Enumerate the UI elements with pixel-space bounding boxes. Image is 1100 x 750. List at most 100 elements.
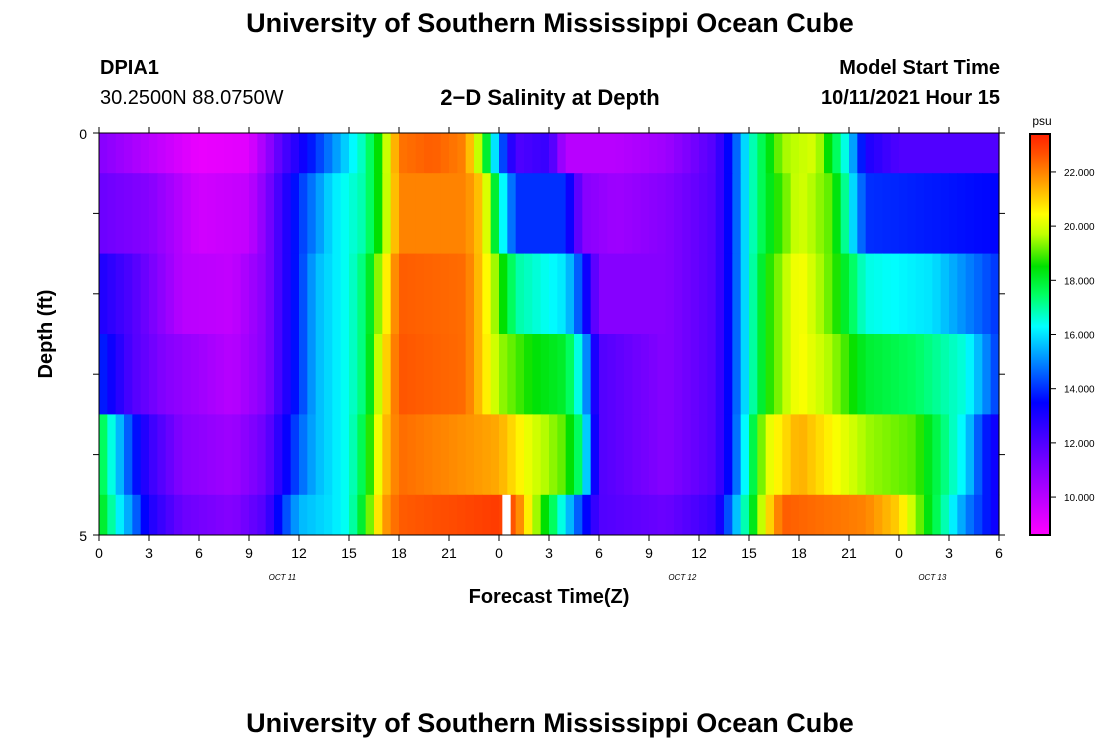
heat-cell <box>724 173 733 254</box>
heat-cell <box>132 334 142 415</box>
heat-cell <box>107 173 117 254</box>
heat-cell <box>440 173 450 254</box>
heat-cell <box>615 253 625 335</box>
heat-cell <box>832 133 842 174</box>
heat-cell <box>224 253 233 335</box>
heat-cell <box>599 494 608 536</box>
colorbar-tick-label: 14.000 <box>1064 385 1095 396</box>
heat-cell <box>799 334 808 415</box>
heat-cell <box>240 414 250 496</box>
colorbar-tick-label: 12.000 <box>1064 439 1095 450</box>
x-tick-label: 18 <box>791 545 807 561</box>
heat-cell <box>107 253 117 335</box>
heat-cell <box>390 133 400 174</box>
heat-cell <box>699 253 708 335</box>
heat-cell <box>865 334 875 415</box>
heat-cell <box>682 133 692 174</box>
heat-cell <box>957 414 967 496</box>
heat-cell <box>665 494 675 536</box>
heat-cell <box>482 253 492 335</box>
heat-cell <box>749 334 758 415</box>
heat-cell <box>757 253 767 335</box>
heat-cell <box>832 494 842 536</box>
heat-cell <box>674 494 683 536</box>
heat-cell <box>524 173 533 254</box>
heat-cell <box>157 414 167 496</box>
heat-cell <box>990 133 1000 174</box>
x-axis-label: Forecast Time(Z) <box>469 586 630 608</box>
heat-cell <box>507 414 517 496</box>
heat-cell <box>432 253 442 335</box>
heat-cell <box>190 173 200 254</box>
heat-cell <box>457 253 467 335</box>
heat-cell <box>599 173 608 254</box>
heat-cell <box>965 494 975 536</box>
heat-cell <box>724 414 733 496</box>
heat-cell <box>540 133 550 174</box>
heat-cell <box>490 253 500 335</box>
heat-cell <box>549 414 558 496</box>
heat-cell <box>332 133 342 174</box>
heat-cell <box>282 253 292 335</box>
heat-cell <box>949 494 958 536</box>
x-tick-label: 12 <box>291 545 307 561</box>
heat-cell <box>382 253 392 335</box>
heat-cell <box>707 173 717 254</box>
heat-cell <box>874 334 883 415</box>
date-label: OCT 12 <box>668 573 697 582</box>
heat-cell <box>474 253 483 335</box>
heat-cell <box>765 133 775 174</box>
x-tick-label: 6 <box>995 545 1003 561</box>
heat-cell <box>140 334 150 415</box>
heat-cell <box>265 133 275 174</box>
heat-cell <box>640 133 650 174</box>
heat-cell <box>749 414 758 496</box>
heat-cell <box>324 133 333 174</box>
heat-cell <box>340 494 350 536</box>
salinity-chart: 05 0 3 6 9 12 15 18 21 0 3 6 9 12 15 18 21 0 3 6 OCT 11 OCT… <box>35 114 1095 608</box>
heat-cell <box>749 173 758 254</box>
heat-cell <box>99 173 108 254</box>
heat-cell <box>874 173 883 254</box>
heat-cell <box>257 494 267 536</box>
heat-cell <box>515 173 525 254</box>
heat-cell <box>899 173 908 254</box>
heat-cell <box>932 494 942 536</box>
heat-cell <box>132 133 142 174</box>
heat-cell <box>257 334 267 415</box>
heat-cell <box>949 133 958 174</box>
heat-cell <box>974 173 983 254</box>
heat-cell <box>907 414 917 496</box>
heat-cell <box>265 173 275 254</box>
heat-cell <box>399 173 408 254</box>
heat-cell <box>507 334 517 415</box>
heat-cell <box>499 414 508 496</box>
heat-cell <box>965 253 975 335</box>
heat-cell <box>249 173 258 254</box>
heat-cell <box>332 414 342 496</box>
heat-cell <box>740 494 750 536</box>
x-tick-label: 15 <box>341 545 357 561</box>
heat-cell <box>390 334 400 415</box>
heat-cell <box>215 173 225 254</box>
heat-cell <box>157 173 167 254</box>
heat-cell <box>474 494 483 536</box>
heat-cell <box>315 253 325 335</box>
heat-cell <box>240 173 250 254</box>
heat-cell <box>790 133 800 174</box>
x-tick-label: 18 <box>391 545 407 561</box>
heat-cell <box>324 253 333 335</box>
heat-cell <box>774 253 783 335</box>
heat-cell <box>315 173 325 254</box>
heat-cell <box>365 253 375 335</box>
heat-cell <box>874 494 883 536</box>
heat-cell <box>440 334 450 415</box>
heat-cell <box>915 414 925 496</box>
heat-cell <box>732 494 742 536</box>
heat-cell <box>615 494 625 536</box>
heat-cell <box>974 414 983 496</box>
heat-cell <box>490 133 500 174</box>
heat-cell <box>157 494 167 536</box>
heat-cell <box>690 334 700 415</box>
heat-cell <box>699 173 708 254</box>
